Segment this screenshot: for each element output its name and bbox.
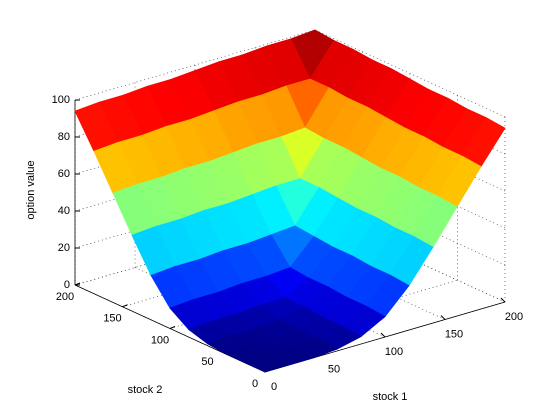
x-tick [380,332,386,338]
y-axis-label: stock 2 [128,384,163,396]
z-tick-label: 100 [52,94,70,106]
x-tick-label: 200 [505,311,523,323]
z-tick-label: 0 [64,279,70,291]
z-tick-label: 20 [58,242,70,254]
z-tick-label: 40 [58,205,70,217]
x-tick [440,315,446,320]
y-tick-label: 50 [201,356,213,368]
z-tick-label: 80 [58,131,70,143]
x-tick-label: 150 [445,328,463,340]
x-tick-label: 0 [271,381,277,393]
y-tick-label: 100 [151,334,169,346]
x-tick [500,297,506,303]
z-axis-label: option value [25,160,37,219]
surface-patch [244,354,291,373]
x-tick-label: 100 [385,346,403,358]
x-axis-label: stock 1 [373,391,408,403]
y-tick-label: 150 [103,313,121,325]
y-tick [122,304,128,308]
y-tick-label: 0 [252,378,258,390]
z-tick-label: 60 [58,168,70,180]
x-tick-label: 50 [328,363,340,375]
y-tick-label: 200 [56,291,74,303]
y-tick [169,326,176,329]
